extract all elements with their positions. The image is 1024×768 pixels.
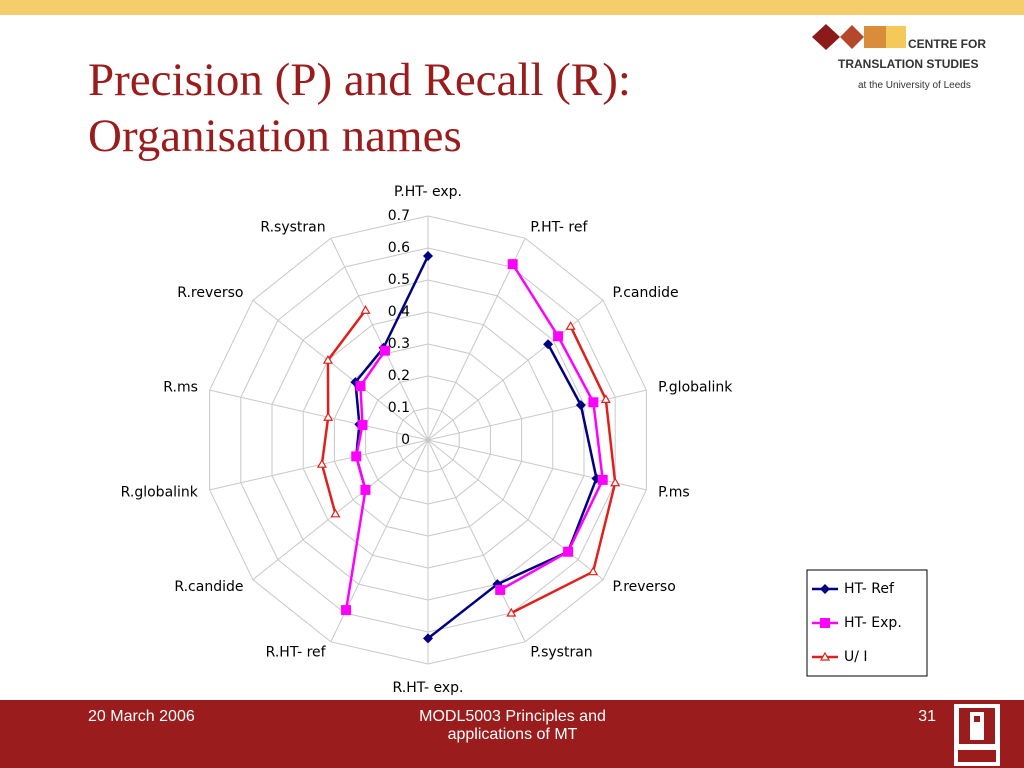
- radar-chart: P.HT- exp. P.HT- ref P.candide P.globalink P…: [121, 184, 928, 696]
- logo-text: at the University of Leeds: [858, 80, 971, 91]
- spoke: [427, 389, 647, 441]
- marker: [423, 251, 433, 261]
- spoke: [427, 237, 526, 441]
- marker: [820, 584, 830, 594]
- marker: [588, 566, 599, 576]
- r-tick-label: 0.1: [388, 400, 410, 416]
- marker: [360, 484, 371, 495]
- spoke: [252, 439, 429, 581]
- axis-label: R.globalink: [121, 485, 199, 501]
- marker: [316, 459, 327, 468]
- top-band: [0, 0, 1024, 15]
- r-tick-label: 0: [401, 432, 410, 448]
- r-tick-label: 0.7: [388, 208, 410, 224]
- marker: [355, 381, 366, 392]
- axis-label: R.candide: [174, 579, 243, 595]
- r-tick-label: 0.6: [388, 240, 410, 256]
- marker: [600, 394, 611, 404]
- marker: [588, 397, 599, 408]
- marker: [341, 605, 352, 616]
- axis-label: P.globalink: [658, 379, 733, 395]
- axis-label: P.ms: [658, 485, 690, 501]
- marker: [360, 305, 371, 314]
- marker: [330, 508, 341, 518]
- marker: [322, 354, 333, 364]
- footer-date: 20 March 2006: [88, 708, 195, 725]
- axis-label: R.HT- exp.: [393, 680, 464, 696]
- title-line: Precision (P) and Recall (R):: [88, 54, 631, 106]
- marker: [351, 451, 362, 462]
- spoke: [209, 389, 429, 441]
- marker: [575, 400, 586, 411]
- page-number: 31: [918, 708, 936, 725]
- spoke: [330, 237, 429, 441]
- spoke: [427, 439, 604, 581]
- axis-label: P.HT- ref: [530, 219, 588, 235]
- logo-mark: [812, 24, 906, 50]
- marker: [820, 618, 830, 628]
- axis-label: R.reverso: [177, 285, 243, 301]
- legend-label: HT- Ref: [844, 581, 895, 597]
- logo-text: TRANSLATION STUDIES: [838, 57, 979, 71]
- marker: [379, 345, 390, 356]
- logo-text: CENTRE FOR: [908, 37, 986, 51]
- r-tick-label: 0.3: [388, 336, 410, 352]
- marker: [543, 339, 554, 350]
- title-line: Organisation names: [88, 110, 462, 162]
- slide-title: Precision (P) and Recall (R): Organisati…: [88, 52, 631, 164]
- r-tick-label: 0.4: [388, 304, 410, 320]
- legend-label: U/ I: [844, 649, 868, 665]
- footer: 20 March 2006 MODL5003 Principles and ap…: [0, 700, 1024, 768]
- series-line: [344, 349, 386, 611]
- axis-label: R.ms: [163, 379, 198, 395]
- series-line: [499, 263, 604, 592]
- axis-label: P.HT- exp.: [394, 184, 462, 200]
- spoke: [252, 299, 429, 441]
- axis-label: R.HT- ref: [266, 645, 327, 661]
- footer-course: MODL5003 Principles and applications of …: [419, 708, 606, 743]
- axis-label: P.candide: [613, 285, 679, 301]
- marker: [506, 607, 517, 617]
- marker: [553, 331, 564, 342]
- legend-label: HT- Exp.: [844, 615, 902, 631]
- r-tick-label: 0.5: [388, 272, 410, 288]
- university-logo: [954, 704, 1000, 766]
- axis-label: P.systran: [530, 645, 592, 661]
- marker: [610, 477, 621, 487]
- marker: [323, 412, 334, 421]
- r-tick-label: 0.2: [388, 368, 410, 384]
- series-line: [427, 343, 598, 640]
- marker: [423, 633, 433, 644]
- marker: [597, 474, 608, 485]
- spoke: [427, 439, 526, 643]
- marker: [507, 259, 518, 270]
- marker: [563, 546, 574, 557]
- marker: [819, 651, 831, 661]
- axis-label: R.systran: [260, 219, 325, 235]
- axis-label: P.reverso: [613, 579, 676, 595]
- spoke: [427, 299, 604, 441]
- marker: [357, 420, 368, 431]
- marker: [495, 584, 506, 595]
- marker: [565, 321, 576, 330]
- spoke: [427, 439, 647, 491]
